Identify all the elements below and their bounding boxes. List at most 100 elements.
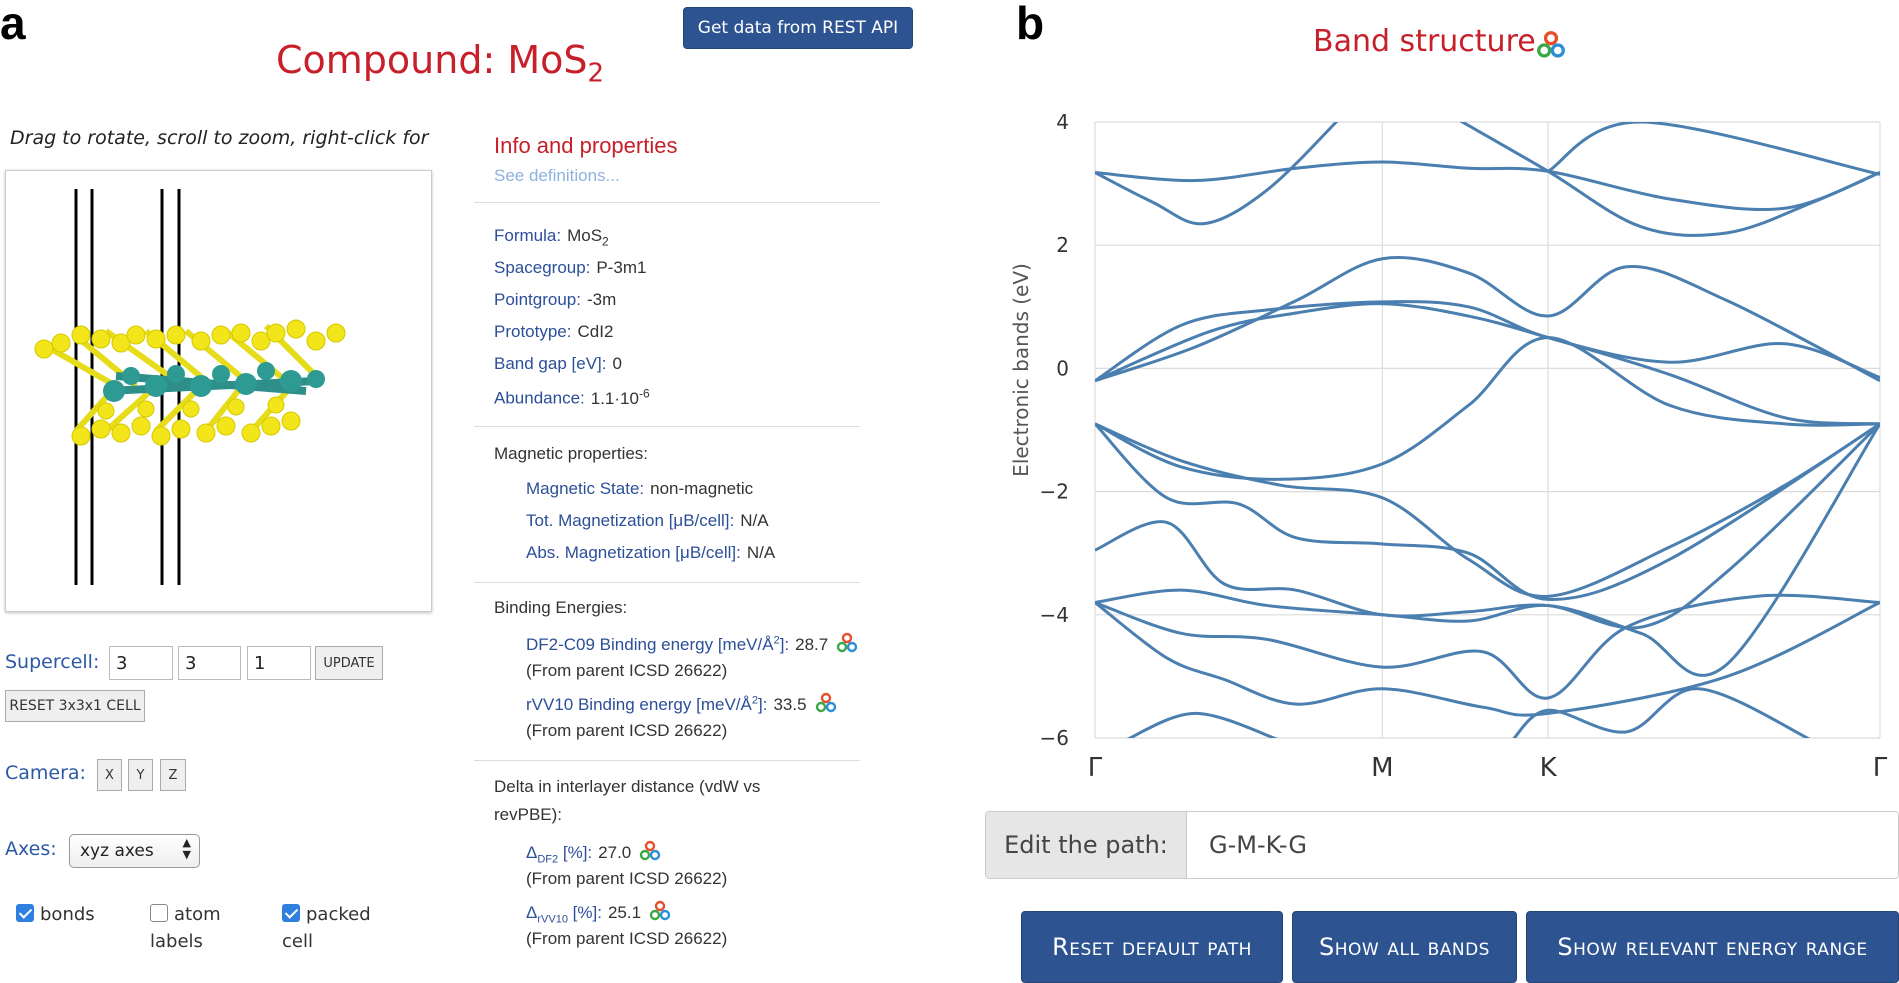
band-gap-key: Band gap [eV]:: [494, 354, 607, 373]
delta-df2-sub: DF2: [537, 853, 559, 866]
show-all-bands-button[interactable]: Show all bands: [1292, 911, 1517, 983]
y-tick-label: −2: [1040, 480, 1069, 504]
provenance-icon[interactable]: [1536, 30, 1566, 60]
provenance-icon[interactable]: [815, 692, 837, 714]
formula-key: Formula:: [494, 226, 562, 245]
rvv10-binding-key-text: rVV10 Binding energy [meV/Å: [526, 695, 752, 714]
df2-binding-row: DF2-C09 Binding energy [meV/Å2]: 28.7: [526, 632, 858, 655]
abs-magnetization-key: Abs. Magnetization [μB/cell]:: [526, 543, 741, 562]
separator: [474, 760, 860, 761]
bonds-checkbox[interactable]: bonds: [16, 901, 95, 928]
prototype-key: Prototype:: [494, 322, 572, 341]
camera-y-button[interactable]: Y: [128, 759, 153, 791]
band-structure-chart[interactable]: 4 2 0 −2 −4 −6 Γ M K Γ Electronic bands (eV): [1000, 100, 1899, 800]
delta-rvv10-key: ΔrVV10 [%]:: [526, 903, 602, 925]
df2-binding-note: (From parent ICSD 26622): [526, 661, 728, 680]
delta-heading-2: revPBE):: [494, 805, 563, 824]
supercell-y-input[interactable]: [178, 646, 241, 680]
separator: [474, 202, 880, 203]
band-line-9: [1095, 422, 1880, 598]
bonds-checkbox-label: bonds: [40, 904, 95, 925]
compound-title-text: Compound: MoS: [276, 38, 588, 82]
df2-binding-key-sup: 2: [773, 634, 780, 647]
y-tick-labels: 4 2 0 −2 −4 −6: [1040, 110, 1069, 750]
x-tick-label: Γ: [1088, 753, 1103, 783]
panel-letter-b: b: [1016, 0, 1045, 49]
delta-df2-value: 27.0: [598, 843, 632, 862]
packed-cell-checkbox[interactable]: packed cell: [282, 901, 371, 955]
abs-magnetization-row: Abs. Magnetization [μB/cell]: N/A: [526, 543, 775, 563]
band-line-6: [1095, 300, 1880, 382]
structure-viewer[interactable]: [5, 170, 432, 612]
packed-cell-checkbox-label-1: packed: [306, 904, 371, 925]
band-line-7: [1095, 302, 1880, 426]
path-label: Edit the path:: [986, 812, 1187, 878]
atom-labels-checkbox[interactable]: atom labels: [150, 901, 221, 955]
update-button[interactable]: UPDATE: [315, 646, 383, 680]
abundance-value-text: 1.1·10: [590, 388, 639, 408]
prototype-row: Prototype: CdI2: [494, 322, 613, 342]
s-atoms: [34, 319, 346, 446]
axes-select[interactable]: xyz axes ▲ ▼: [69, 834, 200, 868]
provenance-icon[interactable]: [649, 900, 671, 922]
mo-atoms: [103, 362, 325, 402]
df2-binding-key: DF2-C09 Binding energy [meV/Å2]:: [526, 634, 789, 654]
provenance-icon[interactable]: [836, 632, 858, 654]
y-tick-label: 2: [1056, 233, 1069, 257]
supercell-x-input[interactable]: [109, 646, 173, 680]
formula-value-text: MoS: [567, 226, 603, 245]
delta-df2-symbol: Δ: [526, 843, 538, 862]
band-line-2: [1095, 122, 1339, 226]
delta-rvv10-note: (From parent ICSD 26622): [526, 929, 728, 948]
x-tick-label: Γ: [1873, 753, 1888, 783]
rvv10-binding-key-sup: 2: [751, 694, 758, 707]
formula-sub: 2: [602, 234, 609, 249]
show-relevant-energy-range-button[interactable]: Show relevant energy range: [1526, 911, 1899, 983]
band-line-4: [1547, 122, 1880, 176]
tot-magnetization-key: Tot. Magnetization [μB/cell]:: [526, 511, 735, 530]
axes-selected-value: xyz axes: [80, 841, 154, 861]
band-line-15: [1126, 711, 1278, 738]
packed-cell-checkbox-box[interactable]: [282, 904, 300, 922]
camera-z-button[interactable]: Z: [160, 759, 186, 791]
band-line-16: [1512, 687, 1811, 738]
reset-cell-button[interactable]: RESET 3x3x1 CELL: [5, 690, 145, 722]
rvv10-binding-key: rVV10 Binding energy [meV/Å2]:: [526, 694, 768, 714]
spacegroup-value: P-3m1: [596, 258, 647, 277]
abundance-sup: -6: [638, 386, 650, 400]
pointgroup-value: -3m: [586, 290, 617, 309]
rvv10-binding-note: (From parent ICSD 26622): [526, 721, 728, 740]
bonds-checkbox-box[interactable]: [16, 904, 34, 922]
delta-rvv10-value: 25.1: [607, 903, 642, 922]
axes-label: Axes:: [5, 838, 57, 860]
band-structure-title: Band structure: [1313, 24, 1536, 59]
df2-binding-value: 28.7: [795, 635, 829, 654]
magnetic-state-row: Magnetic State: non-magnetic: [526, 479, 753, 499]
path-input[interactable]: [1187, 812, 1898, 878]
x-tick-label: M: [1371, 753, 1393, 783]
camera-x-button[interactable]: X: [97, 759, 122, 791]
y-tick-label: 0: [1056, 356, 1069, 380]
compound-title-sub: 2: [587, 58, 605, 89]
formula-value: MoS2: [567, 226, 609, 249]
supercell-z-input[interactable]: [247, 646, 311, 680]
separator: [474, 426, 860, 427]
provenance-icon[interactable]: [639, 840, 661, 862]
abundance-value: 1.1·10-6: [590, 386, 650, 408]
structure-render: [34, 189, 346, 585]
rest-api-button[interactable]: Get data from REST API: [683, 7, 913, 49]
rvv10-binding-key-end: ]:: [757, 695, 768, 714]
delta-rvv10-symbol: Δ: [526, 903, 538, 922]
atom-labels-checkbox-box[interactable]: [150, 904, 168, 922]
panel-letter-a: a: [0, 0, 26, 49]
band-line-13: [1095, 593, 1880, 700]
abs-magnetization-value: N/A: [746, 543, 776, 562]
see-definitions-link[interactable]: See definitions...: [494, 166, 620, 185]
camera-label: Camera:: [5, 762, 86, 784]
pointgroup-key: Pointgroup:: [494, 290, 581, 309]
band-line-14: [1095, 601, 1880, 717]
binding-heading: Binding Energies:: [494, 598, 628, 617]
formula-row: Formula: MoS2: [494, 226, 609, 248]
band-line-12: [1095, 423, 1880, 677]
reset-default-path-button[interactable]: Reset default path: [1021, 911, 1283, 983]
